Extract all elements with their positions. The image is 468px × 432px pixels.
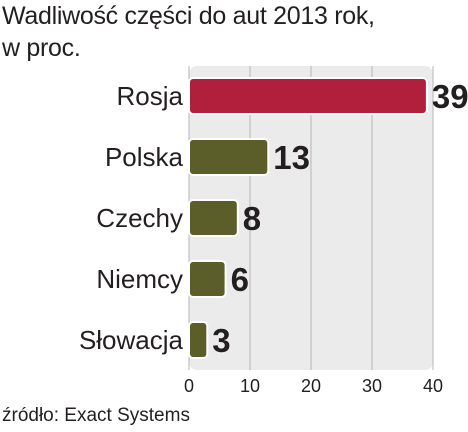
title-line-1: Wadliwość części do aut 2013 rok,	[2, 2, 375, 30]
chart-title: Wadliwość części do aut 2013 rok, w proc…	[2, 0, 462, 64]
value-label: 13	[273, 139, 310, 176]
category-label: Polska	[105, 142, 184, 172]
title-line-2: w proc.	[2, 34, 81, 62]
value-label: 8	[243, 200, 261, 237]
x-tick-label: 10	[240, 376, 260, 396]
bar-niemcy	[188, 260, 227, 298]
category-label: Rosja	[117, 81, 184, 111]
x-tick-label: 0	[184, 376, 194, 396]
bar-słowacja	[188, 321, 209, 359]
bar-czechy	[188, 199, 239, 237]
value-label: 3	[212, 322, 230, 359]
value-label: 6	[231, 261, 249, 298]
x-tick-label: 20	[301, 376, 321, 396]
bar-polska	[188, 138, 270, 176]
x-tick-label: 30	[362, 376, 382, 396]
x-tick-label: 40	[423, 376, 443, 396]
category-label: Słowacja	[79, 325, 184, 355]
category-label: Czechy	[96, 203, 183, 233]
bar-rosja	[188, 77, 428, 115]
category-label: Niemcy	[96, 264, 183, 294]
value-label: 39	[432, 78, 468, 115]
source-note: źródło: Exact Systems	[2, 405, 190, 426]
